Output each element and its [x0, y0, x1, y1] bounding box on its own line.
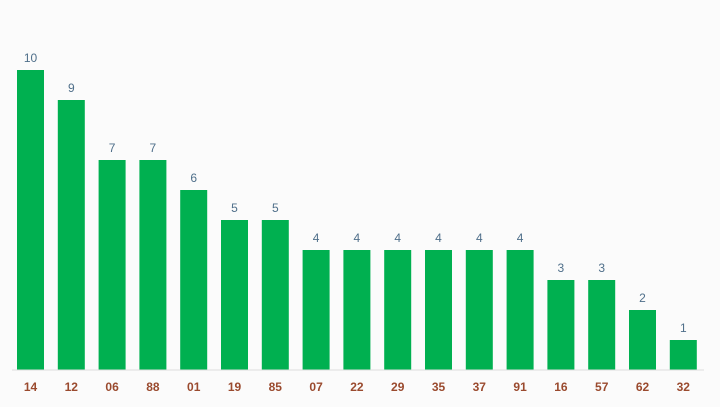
- bar-29: [384, 250, 412, 370]
- bar-01: [180, 190, 208, 370]
- bar-16: [547, 280, 575, 370]
- value-label-29: 4: [394, 231, 401, 245]
- bar-62: [629, 310, 656, 370]
- bar-91: [506, 250, 534, 370]
- bar-06: [98, 160, 126, 370]
- value-label-22: 4: [354, 231, 361, 245]
- bar-22: [343, 250, 371, 370]
- bar-88: [139, 160, 167, 370]
- value-label-32: 1: [680, 321, 687, 335]
- category-label-29: 29: [391, 380, 405, 394]
- category-label-22: 22: [350, 380, 364, 394]
- value-label-62: 2: [639, 291, 646, 305]
- category-label-37: 37: [473, 380, 487, 394]
- value-label-35: 4: [435, 231, 442, 245]
- value-label-91: 4: [517, 231, 524, 245]
- bars-group: [17, 70, 697, 370]
- category-label-06: 06: [105, 380, 119, 394]
- bar-07: [302, 250, 330, 370]
- bar-85: [261, 220, 289, 370]
- value-label-19: 5: [231, 201, 238, 215]
- bar-37: [465, 250, 493, 370]
- category-label-12: 12: [65, 380, 79, 394]
- category-label-32: 32: [677, 380, 691, 394]
- bar-19: [221, 220, 248, 370]
- bar-12: [57, 100, 85, 370]
- category-label-07: 07: [309, 380, 323, 394]
- bar-35: [425, 250, 452, 370]
- value-label-01: 6: [190, 171, 197, 185]
- value-label-06: 7: [109, 141, 116, 155]
- value-label-07: 4: [313, 231, 320, 245]
- value-label-85: 5: [272, 201, 279, 215]
- value-label-16: 3: [558, 261, 565, 275]
- category-label-88: 88: [146, 380, 160, 394]
- value-label-57: 3: [598, 261, 605, 275]
- bar-14: [17, 70, 44, 370]
- value-label-88: 7: [150, 141, 157, 155]
- category-label-62: 62: [636, 380, 650, 394]
- category-label-91: 91: [513, 380, 527, 394]
- category-label-57: 57: [595, 380, 609, 394]
- value-label-14: 10: [24, 51, 38, 65]
- category-labels-group: 14 12 06 88 01 19 85 07 22 29 35 37 91 16 57 62 32: [24, 380, 690, 394]
- value-label-37: 4: [476, 231, 483, 245]
- bar-32: [669, 340, 697, 370]
- category-label-14: 14: [24, 380, 38, 394]
- bar-57: [588, 280, 616, 370]
- category-label-85: 85: [269, 380, 283, 394]
- category-label-19: 19: [228, 380, 242, 394]
- value-labels-group: 10 9 7 7 6 5 5 4 4 4 4 4 4 3 3 2 1: [24, 51, 687, 335]
- value-label-12: 9: [68, 81, 75, 95]
- category-label-35: 35: [432, 380, 446, 394]
- category-label-01: 01: [187, 380, 201, 394]
- category-label-16: 16: [554, 380, 568, 394]
